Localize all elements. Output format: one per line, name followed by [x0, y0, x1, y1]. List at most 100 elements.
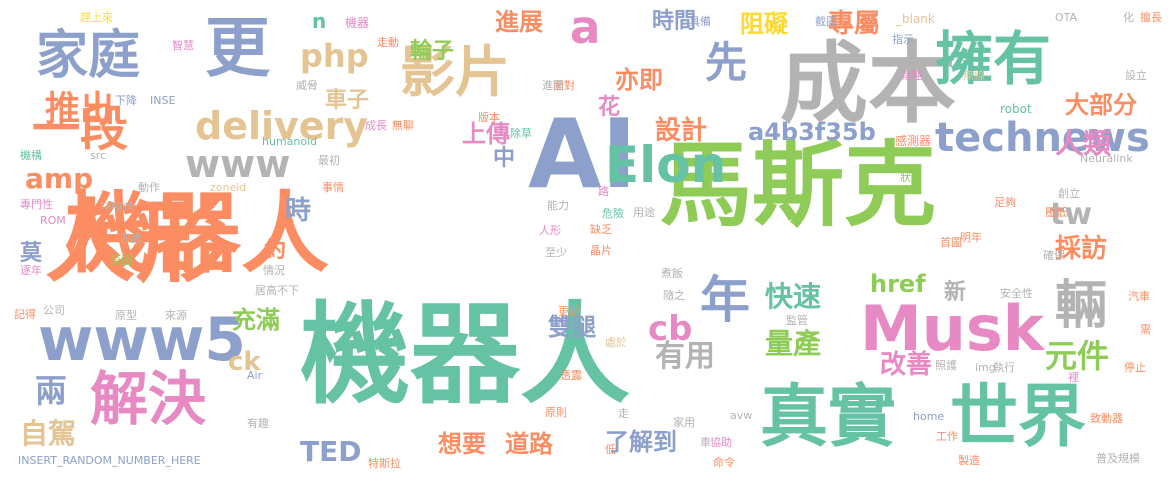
cloud-word: amp	[25, 162, 94, 195]
cloud-word: 有趣	[247, 417, 269, 430]
cloud-word: 解決	[90, 365, 207, 433]
cloud-word: 特斯拉	[368, 457, 401, 470]
cloud-word: 協助	[710, 436, 732, 449]
cloud-word: 成本	[780, 32, 957, 135]
cloud-word: 化	[1123, 11, 1134, 24]
cloud-word: 煮飯	[661, 267, 683, 280]
cloud-word: INSE	[150, 94, 176, 107]
cloud-word: 智慧	[172, 39, 194, 52]
cloud-word: 時	[285, 196, 312, 226]
cloud-word: 進展	[495, 8, 543, 36]
cloud-word: Musk	[860, 292, 1044, 365]
cloud-word: 無聊	[392, 119, 414, 132]
cloud-word: 足夠	[994, 196, 1016, 209]
cloud-word: a4b3f35b	[748, 118, 876, 146]
cloud-word: 動作	[138, 181, 160, 194]
cloud-word: technews	[935, 115, 1150, 161]
cloud-word: 家庭	[36, 26, 141, 86]
cloud-word: 年	[700, 271, 750, 329]
cloud-word: 停止	[1124, 361, 1146, 374]
cloud-word: 工作	[936, 430, 958, 443]
cloud-word: 來源	[165, 309, 187, 322]
cloud-word: href	[870, 270, 926, 298]
cloud-word: 設計	[655, 116, 708, 146]
cloud-word: 想要	[438, 430, 486, 458]
cloud-word: 輛	[1055, 276, 1108, 336]
cloud-word: AI	[528, 100, 637, 210]
cloud-word: 莫	[20, 241, 43, 266]
cloud-word: ROM	[40, 214, 66, 227]
cloud-word: 進階	[542, 79, 564, 92]
cloud-word: 原型	[115, 309, 137, 322]
cloud-word: 改善	[880, 350, 933, 380]
cloud-word: ck	[228, 347, 261, 377]
cloud-word: 雙腿	[548, 313, 596, 341]
cloud-word: src	[90, 149, 107, 162]
cloud-word: 專屬	[828, 9, 881, 39]
cloud-word: 路	[598, 185, 609, 198]
cloud-word: 大部分	[1065, 91, 1137, 119]
cloud-word: 一段	[32, 101, 129, 157]
cloud-word: 趕上來	[80, 11, 113, 24]
cloud-word: n	[312, 9, 327, 33]
cloud-word: 機器人	[65, 182, 330, 285]
cloud-word: www	[185, 142, 291, 186]
cloud-word: 機器	[345, 16, 370, 30]
cloud-word: 採訪	[1055, 234, 1108, 264]
cloud-word: 走動	[377, 36, 399, 49]
cloud-word: 創立	[1058, 187, 1080, 200]
cloud-word: 馬斯克	[660, 132, 937, 239]
cloud-word: 確保	[1043, 249, 1065, 262]
cloud-word: 中	[493, 146, 516, 171]
cloud-word: 影片	[400, 40, 511, 104]
cloud-word: www5	[38, 305, 247, 375]
cloud-word: 居高不下	[255, 284, 299, 297]
cloud-word: 車子	[325, 88, 370, 113]
cloud-word: INSERT_RANDOM_NUMBER_HERE	[18, 454, 201, 467]
cloud-word: 首圖	[940, 236, 962, 249]
cloud-word: Neuralink	[1080, 152, 1133, 165]
cloud-word: 狀態	[900, 171, 922, 184]
cloud-word: 面對	[553, 79, 575, 92]
cloud-word: 時間	[652, 9, 697, 34]
cloud-word: home	[913, 410, 945, 423]
cloud-word: 具備	[689, 15, 711, 28]
cloud-word: tw	[1050, 197, 1093, 232]
cloud-word: cb	[648, 309, 693, 349]
cloud-word: 元件	[1045, 337, 1110, 375]
cloud-word: 道路	[505, 430, 553, 458]
cloud-word: 低	[605, 443, 616, 456]
cloud-word: 新	[944, 280, 967, 305]
cloud-word: 透露	[560, 369, 582, 382]
cloud-word: 下降	[115, 94, 137, 107]
cloud-word: 四處	[120, 232, 142, 245]
cloud-word: 擅長	[1140, 11, 1162, 24]
cloud-word: zoneid	[210, 181, 247, 194]
cloud-word: 車	[700, 436, 711, 449]
cloud-word: 威脅	[296, 79, 318, 92]
cloud-word: 除草	[510, 127, 532, 140]
cloud-word: 花	[598, 95, 621, 120]
cloud-word: 更	[205, 11, 271, 86]
cloud-word: 至少	[545, 246, 567, 259]
cloud-word: TED	[300, 435, 362, 468]
cloud-word: 缺乏	[590, 223, 612, 236]
cloud-word: 隨之	[663, 289, 685, 302]
cloud-word: 處於	[605, 336, 627, 349]
cloud-word: 量產	[765, 327, 822, 360]
cloud-word: 真實	[760, 378, 897, 457]
cloud-word: 人類	[1055, 127, 1112, 160]
cloud-word: 原因	[110, 254, 132, 267]
cloud-word: 減輕	[900, 69, 922, 82]
cloud-word: 壓低	[1045, 206, 1067, 219]
cloud-word: 危險	[602, 207, 624, 220]
cloud-word: 設立	[1125, 69, 1147, 82]
cloud-word: 裡	[1068, 371, 1079, 384]
cloud-word: 照護	[935, 359, 957, 372]
cloud-word: 無線	[963, 69, 985, 82]
cloud-word: 專門性	[20, 198, 53, 211]
cloud-word: 能力	[547, 199, 569, 212]
cloud-word: 機器人	[300, 291, 630, 419]
cloud-word: 感測器	[895, 134, 932, 148]
